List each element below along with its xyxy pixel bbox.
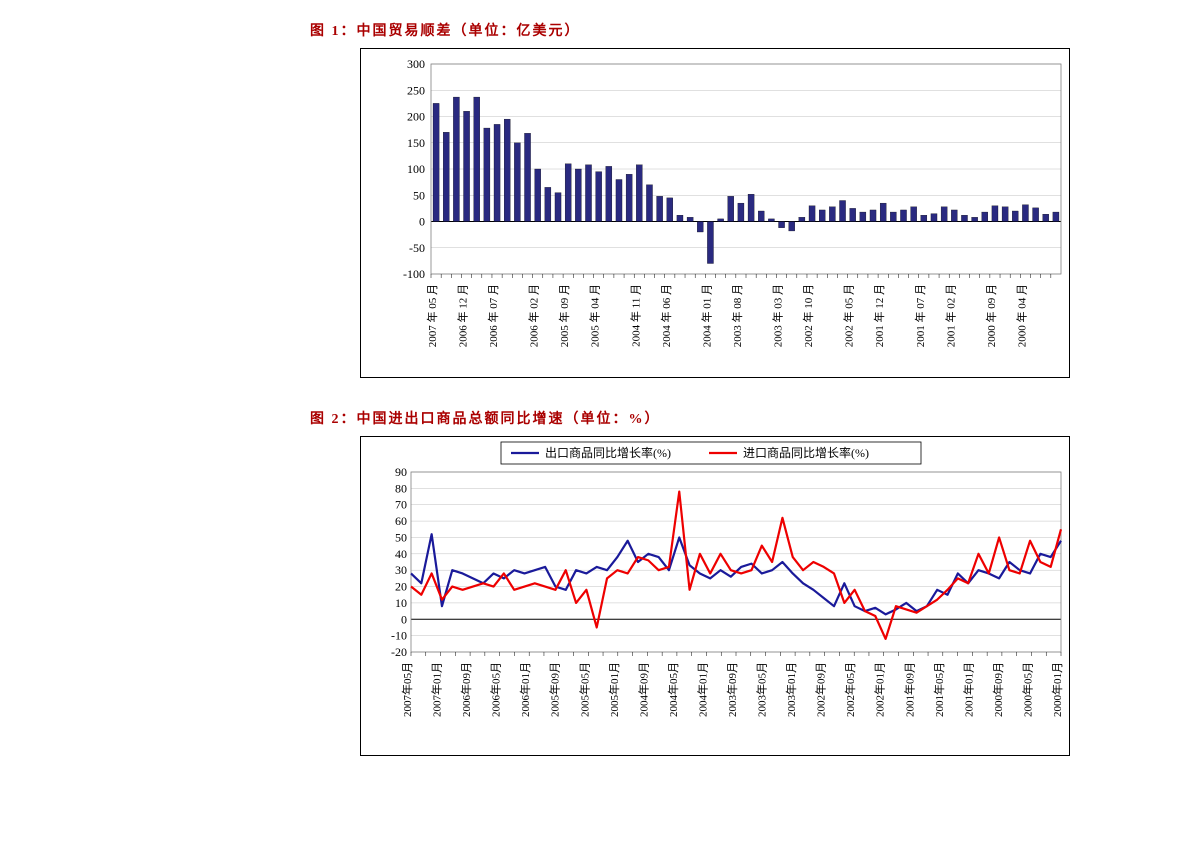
svg-text:2000年09月: 2000年09月 [991, 662, 1005, 717]
svg-text:2001年05月: 2001年05月 [932, 662, 946, 717]
svg-text:2000年05月: 2000年05月 [1020, 662, 1034, 717]
svg-text:2005年05月: 2005年05月 [577, 662, 591, 717]
svg-text:2005年01月: 2005年01月 [607, 662, 621, 717]
svg-text:2001 年 12 月: 2001 年 12 月 [872, 284, 886, 347]
svg-text:2001年01月: 2001年01月 [961, 662, 975, 717]
svg-text:2004年01月: 2004年01月 [695, 662, 709, 717]
svg-text:2004 年 01 月: 2004 年 01 月 [699, 284, 713, 347]
svg-text:50: 50 [413, 188, 425, 202]
svg-text:0: 0 [419, 215, 425, 229]
chart1-block: 图 1：中国贸易顺差（单位：亿美元） -100 -50 0 50 100 150 200 25… [80, 20, 1111, 378]
svg-text:2005 年 09 月: 2005 年 09 月 [557, 284, 571, 347]
svg-text:200: 200 [407, 110, 425, 124]
svg-text:100: 100 [407, 162, 425, 176]
svg-text:2007 年 05 月: 2007 年 05 月 [425, 284, 439, 347]
svg-text:-20: -20 [391, 645, 407, 659]
svg-text:2003 年 03 月: 2003 年 03 月 [771, 284, 785, 347]
svg-text:50: 50 [395, 530, 407, 544]
svg-text:2000年01月: 2000年01月 [1050, 662, 1064, 717]
svg-text:2001 年 07 月: 2001 年 07 月 [913, 284, 927, 347]
svg-text:2006 年 07 月: 2006 年 07 月 [486, 284, 500, 347]
svg-text:2006 年 12 月: 2006 年 12 月 [456, 284, 470, 347]
svg-text:2006年01月: 2006年01月 [518, 662, 532, 717]
svg-text:60: 60 [395, 514, 407, 528]
svg-text:出口商品同比增长率(%): 出口商品同比增长率(%) [545, 445, 671, 460]
chart1-frame: -100 -50 0 50 100 150 200 250 300 2007 年 05 月 2006… [360, 48, 1070, 378]
svg-text:2006年05月: 2006年05月 [489, 662, 503, 717]
chart2-frame: -20 -10 0 10 20 30 40 50 60 70 80 90 2007年05月 2007年01… [360, 436, 1070, 756]
svg-text:2003年01月: 2003年01月 [784, 662, 798, 717]
svg-text:2002 年 05 月: 2002 年 05 月 [842, 284, 856, 347]
chart2-title: 图 2：中国进出口商品总额同比增速（单位：%） [310, 408, 1111, 428]
svg-text:-10: -10 [391, 629, 407, 643]
svg-text:2007年05月: 2007年05月 [400, 662, 414, 717]
svg-text:2004年05月: 2004年05月 [666, 662, 680, 717]
svg-text:2001年09月: 2001年09月 [902, 662, 916, 717]
svg-text:30: 30 [395, 563, 407, 577]
svg-text:2004 年 06 月: 2004 年 06 月 [659, 284, 673, 347]
svg-text:2005年09月: 2005年09月 [548, 662, 562, 717]
svg-text:80: 80 [395, 481, 407, 495]
svg-text:2000 年 09 月: 2000 年 09 月 [984, 284, 998, 347]
svg-text:2004 年 11 月: 2004 年 11 月 [628, 284, 642, 347]
svg-text:2003年09月: 2003年09月 [725, 662, 739, 717]
svg-text:2005 年 04 月: 2005 年 04 月 [588, 284, 602, 347]
chart1-title: 图 1：中国贸易顺差（单位：亿美元） [310, 20, 1111, 40]
svg-text:2002年09月: 2002年09月 [814, 662, 828, 717]
svg-text:2007年01月: 2007年01月 [430, 662, 444, 717]
svg-text:-50: -50 [409, 241, 425, 255]
svg-text:10: 10 [395, 596, 407, 610]
svg-text:2004年09月: 2004年09月 [636, 662, 650, 717]
svg-text:300: 300 [407, 57, 425, 71]
svg-text:2006 年 02 月: 2006 年 02 月 [527, 284, 541, 347]
svg-text:2002年05月: 2002年05月 [843, 662, 857, 717]
svg-text:40: 40 [395, 547, 407, 561]
svg-text:70: 70 [395, 498, 407, 512]
svg-text:20: 20 [395, 580, 407, 594]
svg-text:90: 90 [395, 465, 407, 479]
svg-text:0: 0 [401, 612, 407, 626]
svg-text:150: 150 [407, 136, 425, 150]
svg-text:2002 年 10 月: 2002 年 10 月 [801, 284, 815, 347]
svg-text:2002年01月: 2002年01月 [873, 662, 887, 717]
svg-text:250: 250 [407, 83, 425, 97]
svg-text:2003年05月: 2003年05月 [755, 662, 769, 717]
chart2-block: 图 2：中国进出口商品总额同比增速（单位：%） -20 -10 0 10 20 30 40 5… [80, 408, 1111, 756]
svg-text:2001 年 02 月: 2001 年 02 月 [943, 284, 957, 347]
svg-text:2003 年 08 月: 2003 年 08 月 [730, 284, 744, 347]
svg-text:进口商品同比增长率(%): 进口商品同比增长率(%) [743, 445, 869, 460]
svg-text:-100: -100 [403, 267, 425, 281]
svg-text:2006年09月: 2006年09月 [459, 662, 473, 717]
svg-text:2000 年 04 月: 2000 年 04 月 [1014, 284, 1028, 347]
